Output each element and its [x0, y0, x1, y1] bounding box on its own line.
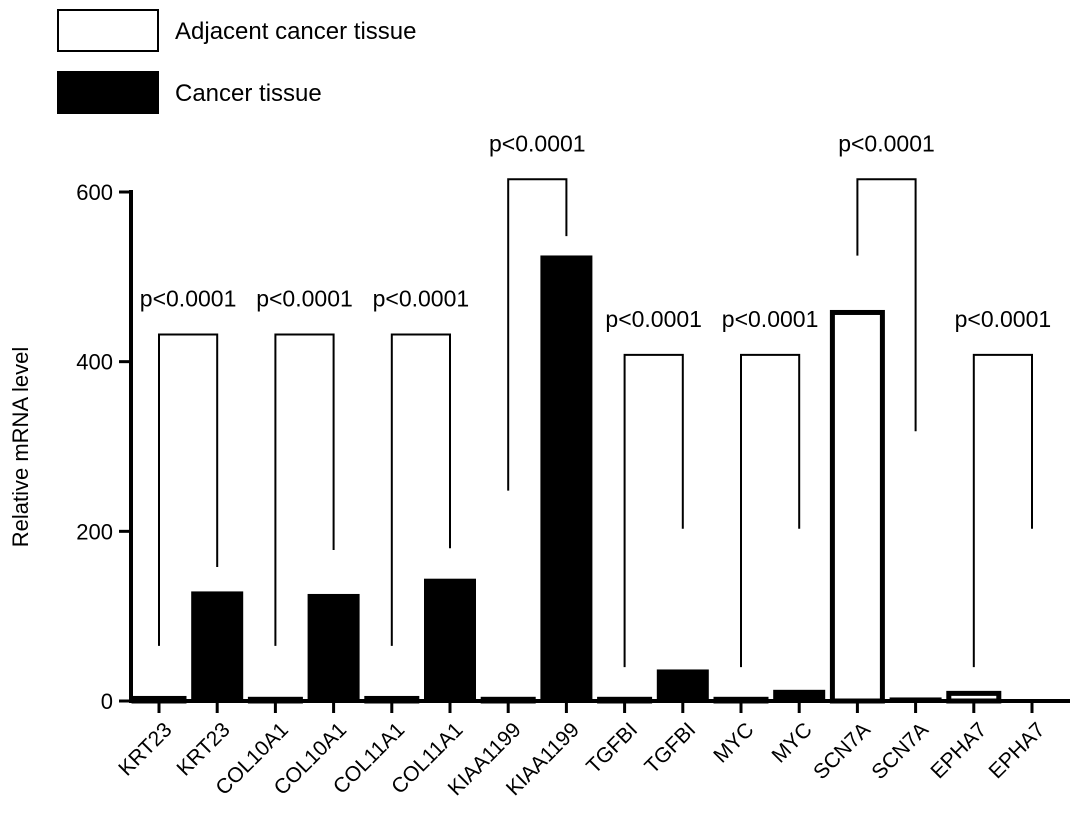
y-axis-label: Relative mRNA level	[8, 347, 33, 548]
bar-13	[889, 697, 942, 703]
bar-12	[829, 309, 885, 704]
x-tick-label-8: TGFBI	[582, 718, 642, 778]
significance-bracket-1	[274, 333, 335, 646]
significance-bracket-6	[856, 178, 917, 432]
legend-label-adjacent: Adjacent cancer tissue	[175, 18, 416, 45]
p-value-label-6: p<0.0001	[838, 130, 935, 156]
legend: Adjacent cancer tissue Cancer tissue	[57, 9, 416, 114]
bars	[131, 255, 1058, 704]
p-value-label-2: p<0.0001	[373, 286, 470, 312]
legend-label-cancer: Cancer tissue	[175, 80, 322, 107]
bar-6	[480, 696, 536, 704]
y-tick-label-1: 200	[76, 519, 113, 544]
x-tick-label-13: SCN7A	[867, 718, 933, 784]
bar-1	[191, 591, 244, 702]
bar-5	[424, 578, 476, 703]
significance-bracket-4	[623, 353, 684, 668]
p-value-label-7: p<0.0001	[955, 306, 1052, 332]
x-tick-label-12: SCN7A	[809, 718, 875, 784]
significance-bracket-3	[507, 178, 568, 491]
bar-15	[1006, 699, 1058, 702]
bar-9	[656, 669, 709, 703]
bar-8	[597, 696, 653, 704]
bar-10	[713, 696, 769, 704]
annotations: p<0.0001 p<0.0001 p<0.0001 p<0.0001 p<0.0001…	[140, 130, 1052, 668]
significance-bracket-7	[972, 353, 1033, 668]
x-tick-label-0: KRT23	[114, 718, 176, 780]
p-value-label-5: p<0.0001	[722, 306, 819, 332]
bar-7	[540, 255, 593, 702]
bar-0	[131, 695, 187, 704]
y-ticks: 0 200 400 600	[76, 180, 131, 714]
significance-bracket-5	[740, 353, 801, 668]
x-tick-label-10: MYC	[709, 718, 758, 767]
bar-3	[307, 593, 360, 702]
x-tick-label-9: TGFBI	[640, 718, 700, 778]
y-tick-label-2: 400	[76, 350, 113, 375]
bar-2	[247, 696, 303, 704]
p-value-label-4: p<0.0001	[605, 306, 702, 332]
x-tick-label-11: MYC	[767, 718, 816, 767]
significance-bracket-2	[390, 333, 451, 646]
legend-swatch-cancer	[57, 71, 159, 114]
y-tick-label-3: 600	[76, 180, 113, 205]
bar-14	[946, 690, 1002, 704]
y-tick-label-0: 0	[101, 689, 113, 714]
p-value-label-0: p<0.0001	[140, 286, 237, 312]
x-tick-label-15: EPHA7	[985, 718, 1050, 783]
bar-11	[773, 689, 826, 703]
p-value-label-3: p<0.0001	[489, 130, 586, 156]
p-value-label-1: p<0.0001	[256, 286, 353, 312]
x-ticks: KRT23KRT23COL10A1COL10A1COL11A1COL11A1KI…	[114, 701, 1050, 800]
legend-swatch-adjacent	[57, 9, 159, 52]
x-tick-label-14: EPHA7	[926, 718, 991, 783]
significance-bracket-0	[158, 333, 219, 646]
bar-4	[364, 695, 420, 704]
